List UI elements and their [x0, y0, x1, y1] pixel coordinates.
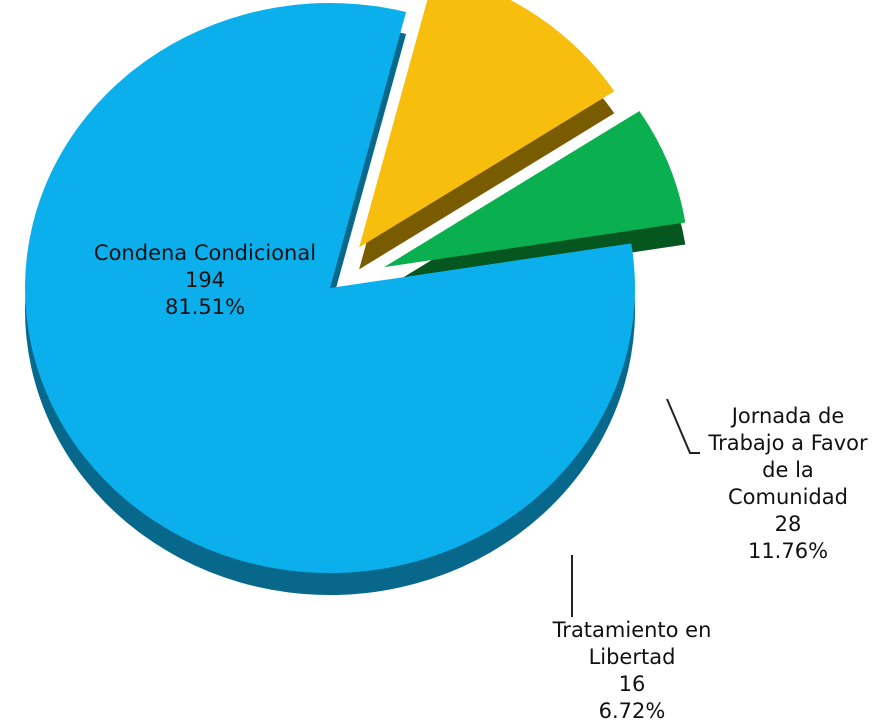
label-jornada-line-3: de la: [762, 458, 814, 482]
label-tratamiento-value: 16: [618, 672, 646, 696]
leader-line-jornada: [666, 398, 700, 454]
slice-jornada: [359, 0, 615, 248]
label-tratamiento-line-1: Tratamiento en: [552, 618, 712, 642]
slice-tratamiento: [384, 111, 686, 268]
label-jornada-percent: 11.76%: [747, 539, 829, 563]
label-jornada: Jornada de Trabajo a Favor de la Comunid…: [690, 403, 886, 565]
label-tratamiento-line-2: Libertad: [588, 645, 676, 669]
label-tratamiento: Tratamiento en Libertad 16 6.72%: [522, 617, 742, 725]
label-jornada-value: 28: [774, 512, 802, 536]
label-jornada-line-4: Comunidad: [728, 485, 848, 509]
label-condena-percent: 81.51%: [164, 295, 246, 319]
label-tratamiento-percent: 6.72%: [598, 699, 666, 723]
label-condena-condicional: Condena Condicional 194 81.51%: [75, 240, 335, 321]
label-condena-name: Condena Condicional: [93, 241, 317, 265]
slice-condena-condicional: [24, 2, 635, 574]
label-jornada-line-2: Trabajo a Favor: [708, 431, 868, 455]
label-jornada-line-1: Jornada de: [731, 404, 845, 428]
label-condena-value: 194: [184, 268, 226, 292]
